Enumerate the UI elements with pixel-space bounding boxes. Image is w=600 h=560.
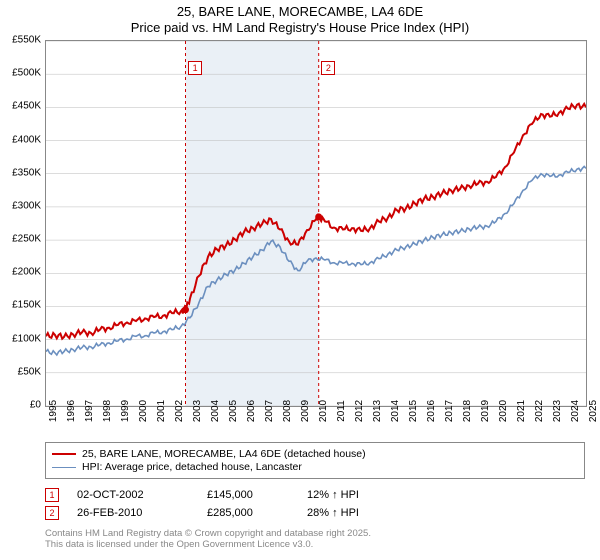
legend-item: 25, BARE LANE, MORECAMBE, LA4 6DE (detac… — [52, 448, 578, 460]
sale-marker-rows: 1 02-OCT-2002£145,00012% ↑ HPI 2 26-FEB-201… — [45, 484, 585, 520]
x-tick-label: 2004 — [210, 400, 221, 422]
x-tick-label: 1996 — [66, 400, 77, 422]
y-tick-label: £150K — [12, 300, 41, 311]
x-tick-label: 2022 — [534, 400, 545, 422]
y-tick-label: £100K — [12, 333, 41, 344]
y-tick-label: £550K — [12, 35, 41, 46]
y-tick-label: £450K — [12, 101, 41, 112]
sale-date: 26-FEB-2010 — [77, 507, 207, 519]
x-tick-label: 2002 — [174, 400, 185, 422]
legend: 25, BARE LANE, MORECAMBE, LA4 6DE (detac… — [45, 442, 585, 479]
legend-swatch — [52, 467, 76, 468]
x-tick-label: 2015 — [408, 400, 419, 422]
x-tick-label: 2007 — [264, 400, 275, 422]
x-tick-label: 2012 — [354, 400, 365, 422]
x-tick-label: 1999 — [120, 400, 131, 422]
y-tick-label: £300K — [12, 200, 41, 211]
x-tick-label: 2009 — [300, 400, 311, 422]
chart-marker: 1 — [188, 61, 202, 75]
x-tick-label: 1998 — [102, 400, 113, 422]
x-tick-label: 2021 — [516, 400, 527, 422]
x-axis: 1995199619971998199920002001200220032004… — [45, 408, 585, 438]
x-tick-label: 2018 — [462, 400, 473, 422]
chart-svg — [46, 41, 586, 406]
x-tick-label: 2014 — [390, 400, 401, 422]
footer-line1: Contains HM Land Registry data © Crown c… — [45, 528, 585, 539]
sale-row: 2 26-FEB-2010£285,00028% ↑ HPI — [45, 506, 585, 520]
x-tick-label: 2013 — [372, 400, 383, 422]
legend-label: 25, BARE LANE, MORECAMBE, LA4 6DE (detac… — [82, 448, 366, 460]
sale-hpi-diff: 12% ↑ HPI — [307, 489, 359, 501]
footer-attribution: Contains HM Land Registry data © Crown c… — [45, 528, 585, 551]
sale-hpi-diff: 28% ↑ HPI — [307, 507, 359, 519]
sale-row: 1 02-OCT-2002£145,00012% ↑ HPI — [45, 488, 585, 502]
x-tick-label: 2005 — [228, 400, 239, 422]
x-tick-label: 2016 — [426, 400, 437, 422]
x-tick-label: 1995 — [48, 400, 59, 422]
x-tick-label: 2025 — [588, 400, 599, 422]
x-tick-label: 2020 — [498, 400, 509, 422]
y-tick-label: £350K — [12, 167, 41, 178]
y-tick-label: £500K — [12, 68, 41, 79]
x-tick-label: 2024 — [570, 400, 581, 422]
x-tick-label: 2001 — [156, 400, 167, 422]
title-line2: Price paid vs. HM Land Registry's House … — [0, 20, 600, 36]
x-tick-label: 2017 — [444, 400, 455, 422]
x-tick-label: 2008 — [282, 400, 293, 422]
legend-label: HPI: Average price, detached house, Lanc… — [82, 461, 302, 473]
x-tick-label: 2019 — [480, 400, 491, 422]
sale-marker-number: 1 — [45, 488, 59, 502]
title-line1: 25, BARE LANE, MORECAMBE, LA4 6DE — [0, 4, 600, 20]
y-tick-label: £0 — [30, 400, 41, 411]
sale-date: 02-OCT-2002 — [77, 489, 207, 501]
y-tick-label: £50K — [18, 366, 41, 377]
x-tick-label: 2011 — [336, 400, 347, 422]
x-tick-label: 2023 — [552, 400, 563, 422]
x-tick-label: 1997 — [84, 400, 95, 422]
y-tick-label: £200K — [12, 267, 41, 278]
x-tick-label: 2003 — [192, 400, 203, 422]
y-axis: £0£50K£100K£150K£200K£250K£300K£350K£400… — [0, 40, 43, 405]
legend-swatch — [52, 453, 76, 455]
y-tick-label: £250K — [12, 234, 41, 245]
x-tick-label: 2010 — [318, 400, 329, 422]
sale-price: £145,000 — [207, 489, 307, 501]
x-tick-label: 2006 — [246, 400, 257, 422]
legend-item: HPI: Average price, detached house, Lanc… — [52, 461, 578, 473]
footer-line2: This data is licensed under the Open Gov… — [45, 539, 585, 550]
chart-title: 25, BARE LANE, MORECAMBE, LA4 6DE Price … — [0, 0, 600, 37]
chart-marker: 2 — [321, 61, 335, 75]
chart-plot-area: 12 — [45, 40, 587, 407]
x-tick-label: 2000 — [138, 400, 149, 422]
sale-marker-number: 2 — [45, 506, 59, 520]
sale-price: £285,000 — [207, 507, 307, 519]
y-tick-label: £400K — [12, 134, 41, 145]
